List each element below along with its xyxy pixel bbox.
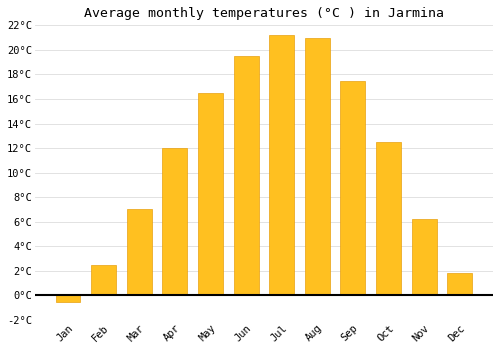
Bar <box>305 37 330 295</box>
Bar <box>198 93 223 295</box>
Bar <box>412 219 436 295</box>
Bar <box>91 265 116 295</box>
Bar <box>162 148 188 295</box>
Bar <box>234 56 258 295</box>
Bar <box>340 80 365 295</box>
Bar <box>376 142 401 295</box>
Bar <box>56 295 80 302</box>
Bar <box>127 209 152 295</box>
Bar <box>269 35 294 295</box>
Title: Average monthly temperatures (°C ) in Jarmina: Average monthly temperatures (°C ) in Ja… <box>84 7 444 20</box>
Bar <box>448 273 472 295</box>
